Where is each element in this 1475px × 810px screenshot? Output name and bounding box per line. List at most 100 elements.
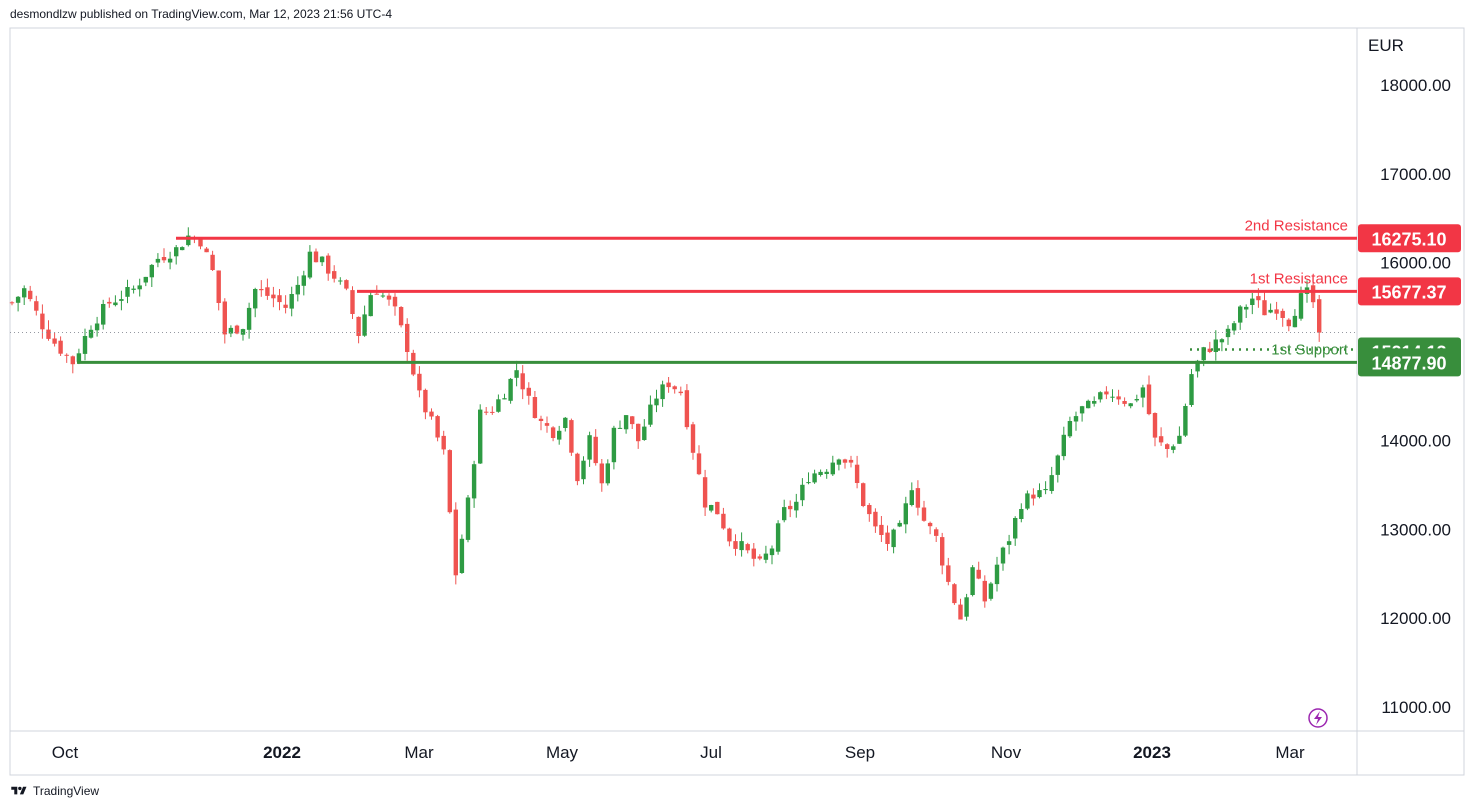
candle-body <box>818 471 823 475</box>
candle-body <box>167 258 173 263</box>
candle-body <box>1067 421 1073 437</box>
candle-body <box>174 247 179 257</box>
candle-body <box>259 289 264 291</box>
candle-body <box>940 537 945 566</box>
candle-body <box>970 567 975 595</box>
candle-body <box>289 294 294 309</box>
candle-body <box>234 325 240 334</box>
candle-body <box>1201 347 1206 361</box>
candle-body <box>1110 396 1115 398</box>
candle-body <box>788 505 793 510</box>
candle-body <box>897 522 902 527</box>
candle-body <box>605 463 610 484</box>
candle-body <box>1073 416 1079 422</box>
price-tick-label: 13000.00 <box>1380 520 1451 539</box>
candle-body <box>490 411 495 413</box>
level-label: 2nd Resistance <box>1245 217 1348 234</box>
candle-body <box>654 398 659 406</box>
candle-body <box>1165 444 1170 449</box>
candle-body <box>727 528 732 542</box>
candle-body <box>350 290 355 314</box>
candle-body <box>368 295 373 317</box>
candle-body <box>386 295 392 300</box>
time-tick-label: Nov <box>991 743 1022 762</box>
candle-body <box>526 387 531 396</box>
candle-body <box>587 435 592 460</box>
candle-body <box>253 289 258 309</box>
candle-body <box>1298 293 1304 319</box>
candle-body <box>423 389 428 413</box>
candle-body <box>636 423 641 442</box>
candle-body <box>824 471 829 474</box>
candle-body <box>1189 374 1194 405</box>
candle-body <box>709 505 714 511</box>
candle-body <box>934 529 939 536</box>
candlestick-series <box>9 227 1322 621</box>
candle-body <box>1128 403 1133 407</box>
candle-body <box>398 307 404 326</box>
candle-body <box>952 584 957 604</box>
candle-body <box>283 304 288 308</box>
time-tick-label: May <box>546 743 579 762</box>
candle-body <box>107 301 112 304</box>
candle-body <box>921 507 927 521</box>
candle-body <box>690 424 696 453</box>
candle-body <box>660 384 665 400</box>
candle-body <box>885 532 890 544</box>
candle-body <box>1086 400 1091 409</box>
candle-body <box>1274 309 1279 314</box>
level-badge <box>1358 224 1461 253</box>
candle-body <box>1134 399 1139 401</box>
candle-body <box>684 390 690 428</box>
candle-body <box>836 459 842 465</box>
candle-body <box>344 280 349 289</box>
candle-body <box>909 490 914 505</box>
candle-body <box>617 427 623 429</box>
candle-body <box>1317 299 1322 333</box>
level-badge-value: 14877.90 <box>1371 353 1446 373</box>
candle-body <box>1286 319 1291 327</box>
time-axis: Oct 2022 Mar May Jul Sep Nov 2023 Mar <box>52 743 1305 762</box>
candle-body <box>611 427 617 463</box>
candle-body <box>1177 435 1182 444</box>
candle-body <box>246 307 252 330</box>
candle-body <box>338 280 343 282</box>
time-tick-label: 2023 <box>1133 743 1171 762</box>
candle-body <box>131 288 136 290</box>
candle-body <box>1268 309 1273 313</box>
candle-body <box>1079 406 1085 414</box>
candle-body <box>1116 396 1121 400</box>
candle-body <box>1025 493 1030 509</box>
candle-body <box>879 524 884 535</box>
candle-body <box>903 503 908 525</box>
candle-body <box>514 370 519 378</box>
lightning-icon[interactable] <box>1308 708 1328 728</box>
candle-body <box>88 329 94 338</box>
candle-body <box>1013 518 1018 539</box>
price-tick-label: 17000.00 <box>1380 165 1451 184</box>
candle-body <box>806 482 811 484</box>
candle-body <box>58 340 63 354</box>
candle-body <box>222 301 227 335</box>
candle-body <box>113 302 118 306</box>
candle-body <box>392 296 398 307</box>
candle-body <box>1158 436 1164 443</box>
candle-body <box>1092 401 1097 404</box>
candle-body <box>1122 401 1127 404</box>
candle-body <box>496 399 501 412</box>
time-tick-label: Oct <box>52 743 79 762</box>
time-tick-label: 2022 <box>263 743 301 762</box>
candle-body <box>435 416 440 438</box>
candle-body <box>1049 475 1054 491</box>
candle-body <box>1000 547 1006 564</box>
candle-body <box>1183 406 1188 436</box>
level-badge-value: 15677.37 <box>1371 282 1446 302</box>
candle-body <box>143 276 148 283</box>
candle-body <box>1031 494 1036 499</box>
candle-body <box>739 541 744 551</box>
candle-body <box>642 426 647 440</box>
candle-body <box>161 257 167 261</box>
candle-body <box>1213 339 1218 352</box>
time-tick-label: Jul <box>700 743 722 762</box>
